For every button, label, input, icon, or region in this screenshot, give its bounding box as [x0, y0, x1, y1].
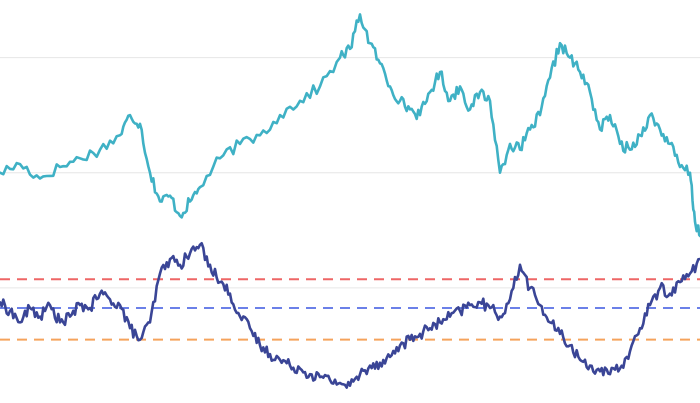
reference-lines — [0, 278, 700, 341]
grid — [0, 57, 700, 289]
series-line-1 — [0, 242, 700, 389]
series-line-0 — [0, 13, 700, 238]
series-group — [0, 13, 700, 389]
